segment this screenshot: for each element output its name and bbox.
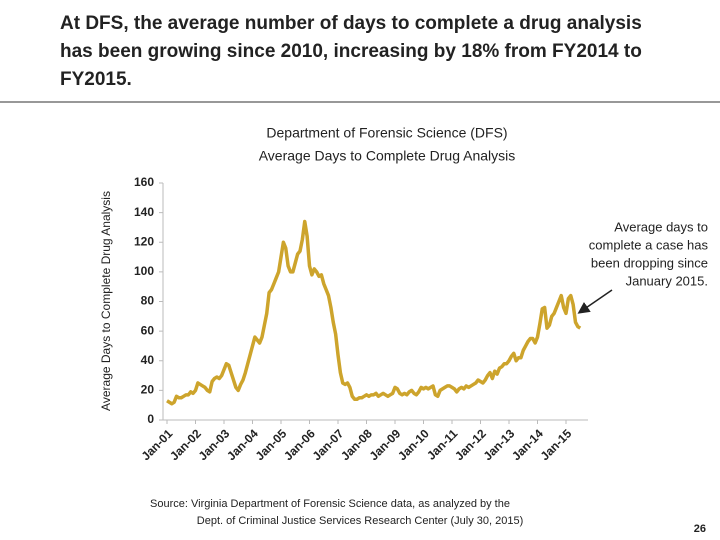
annotation: complete a case has <box>589 237 709 252</box>
y-axis-label: Average Days to Complete Drug Analysis <box>99 191 113 411</box>
y-tick-label: 140 <box>134 205 154 219</box>
y-tick-label: 0 <box>147 412 154 426</box>
source: Source: Virginia Department of Forensic … <box>150 498 510 510</box>
chart-title: Department of Forensic Science (DFS) <box>266 125 507 141</box>
headline: At DFS, the average number of days to co… <box>60 13 642 34</box>
x-tick-label: Jan-10 <box>395 426 432 463</box>
y-tick-label: 120 <box>134 234 154 248</box>
annotation-arrow <box>577 289 613 314</box>
y-tick-label: 40 <box>141 353 155 367</box>
source: Dept. of Criminal Justice Services Resea… <box>197 515 523 527</box>
chart-title: Average Days to Complete Drug Analysis <box>259 148 516 164</box>
y-tick-label: 20 <box>141 383 155 397</box>
y-tick-label: 60 <box>141 323 155 337</box>
annotation: January 2015. <box>626 273 708 288</box>
headline: FY2015. <box>60 69 132 90</box>
y-tick-label: 80 <box>141 294 155 308</box>
annotation: Average days to <box>614 219 708 234</box>
page-number: 26 <box>694 523 706 535</box>
annotation: been dropping since <box>591 255 708 270</box>
line-series <box>166 219 582 406</box>
y-tick-label: 100 <box>134 264 154 278</box>
y-tick-label: 160 <box>134 175 154 189</box>
x-tick-label: Jan-15 <box>538 426 575 463</box>
headline: has been growing since 2010, increasing … <box>60 41 642 62</box>
